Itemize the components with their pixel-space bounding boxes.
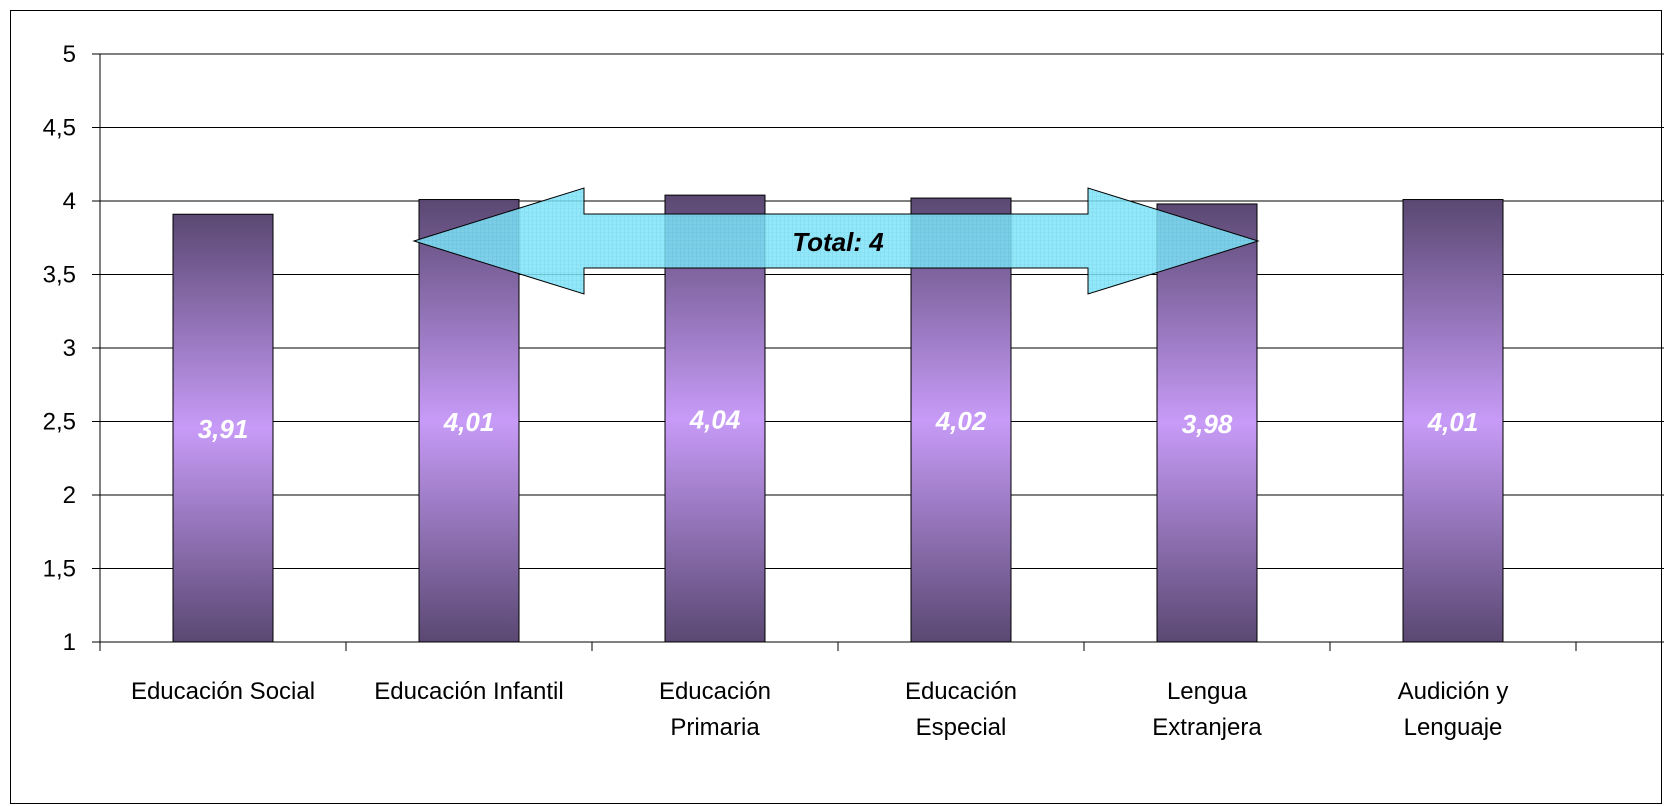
y-tick-label: 4 [63,188,76,215]
bar [172,213,274,643]
y-tick-label: 4,5 [43,115,76,142]
category-label: Educación [659,678,771,705]
category-label: Educación Social [131,678,315,705]
data-label: 4,02 [935,406,987,436]
total-arrow-shape [412,187,1260,295]
bars [172,194,1504,643]
data-label: 3,91 [198,414,249,444]
data-label: 4,01 [1427,407,1479,437]
data-label: 4,04 [689,405,741,435]
category-label: Educación [905,678,1017,705]
data-label: 4,01 [443,407,495,437]
bar [910,197,1012,643]
bar [1156,203,1258,643]
y-tick-label: 5 [63,41,76,68]
data-label: 3,98 [1182,409,1233,439]
category-label: Lenguaje [1404,714,1503,741]
bar [664,194,766,643]
category-label: Especial [916,714,1007,741]
y-tick-label: 1,5 [43,556,76,583]
y-tick-label: 2,5 [43,409,76,436]
y-tick-label: 3,5 [43,262,76,289]
category-label: Primaria [670,714,760,741]
category-labels: Educación Social Educación Infantil Educac… [131,678,1508,741]
y-tick-label: 1 [63,629,76,656]
bar [1402,199,1504,643]
y-tick-label: 2 [63,482,76,509]
total-arrow: Total: 4 [412,187,1260,295]
chart-frame [10,10,1662,804]
category-label: Audición y [1398,678,1509,705]
data-labels: 3,91 4,01 4,04 4,02 3,98 4,01 [198,405,1479,445]
bar [418,199,520,643]
y-tick-label: 3 [63,335,76,362]
category-label: Educación Infantil [374,678,563,705]
axes: 1 1,5 2 2,5 3 3,5 4 4,5 5 [43,41,1664,656]
total-arrow-label: Total: 4 [792,227,884,257]
category-label: Lengua [1167,678,1248,705]
category-label: Extranjera [1152,714,1262,741]
